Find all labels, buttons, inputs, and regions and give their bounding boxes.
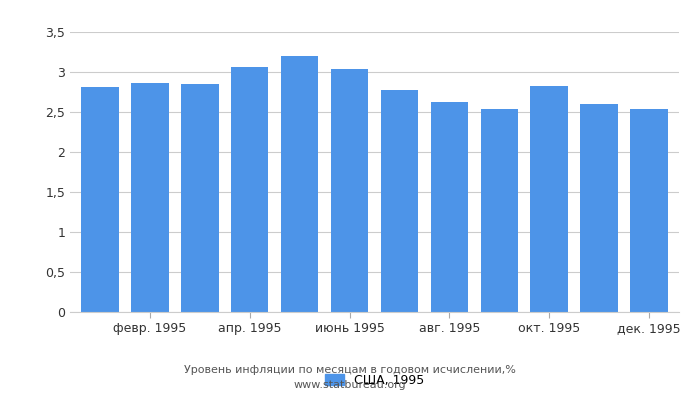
Bar [630,109,668,312]
Bar [381,90,418,312]
Legend: США, 1995: США, 1995 [320,369,429,392]
Bar [81,87,119,312]
Bar [331,69,368,312]
Bar [531,86,568,312]
Bar [231,67,268,312]
Text: Уровень инфляции по месяцам в годовом исчислении,%: Уровень инфляции по месяцам в годовом ис… [184,365,516,375]
Bar [580,104,618,312]
Text: www.statbureau.org: www.statbureau.org [294,380,406,390]
Bar [481,109,518,312]
Bar [131,83,169,312]
Bar [281,56,318,312]
Bar [430,102,468,312]
Bar [181,84,218,312]
